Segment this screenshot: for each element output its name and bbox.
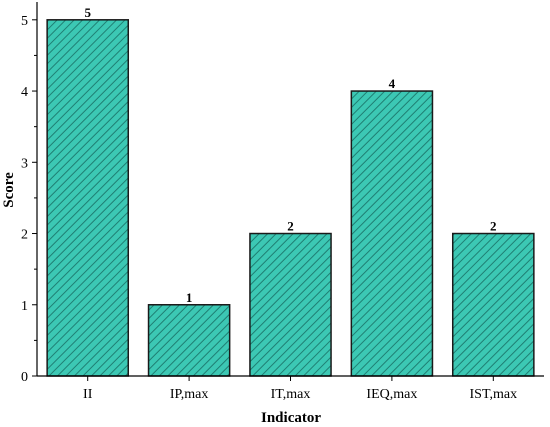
y-tick-label-4: 4 [21, 85, 28, 100]
data-label-4: 2 [490, 219, 497, 234]
axes-group: II IP,max IT,max IEQ,max IST,max 0 1 2 3 4 5 [21, 2, 544, 402]
data-label-0: 5 [84, 5, 91, 20]
bar-1 [147, 304, 231, 377]
bar-0 [46, 19, 130, 377]
bar-2 [249, 232, 332, 377]
y-tick-label-0: 0 [21, 370, 28, 385]
data-label-3: 4 [389, 76, 396, 91]
x-tick-label-1: IP,max [170, 387, 209, 402]
y-axis-title: Score [1, 172, 17, 208]
y-tick-label-3: 3 [21, 156, 28, 171]
data-label-2: 2 [287, 219, 294, 234]
data-label-1: 1 [186, 290, 193, 305]
x-axis-title: Indicator [261, 410, 321, 426]
x-tick-label-4: IST,max [470, 387, 518, 402]
y-tick-label-2: 2 [21, 228, 28, 243]
y-tick-label-1: 1 [21, 299, 28, 314]
x-tick-label-2: IT,max [271, 387, 311, 402]
y-tick-label-5: 5 [21, 14, 28, 29]
bar-4 [451, 232, 535, 377]
x-tick-label-0: II [83, 387, 93, 402]
bars-group [46, 19, 535, 377]
x-tick-label-3: IEQ,max [366, 387, 417, 402]
data-labels-group: 5 1 2 4 2 [84, 5, 496, 305]
bar-3 [350, 90, 434, 377]
